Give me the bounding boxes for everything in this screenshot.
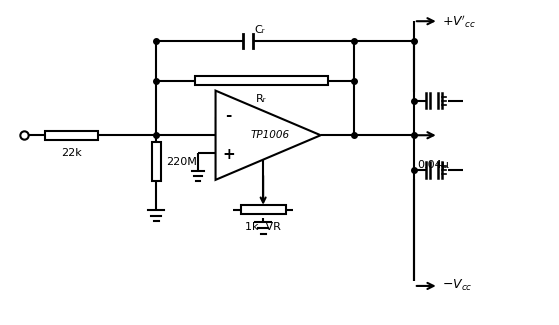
Text: 22k: 22k — [61, 148, 82, 158]
Text: 1k  VR: 1k VR — [245, 223, 281, 232]
Bar — [195, 76, 328, 85]
Bar — [45, 131, 98, 140]
Text: Rᵣ: Rᵣ — [257, 94, 267, 104]
Text: $+V'_{cc}$: $+V'_{cc}$ — [442, 13, 476, 30]
Bar — [240, 205, 286, 214]
Text: $-V_{cc}$: $-V_{cc}$ — [442, 279, 472, 293]
Bar — [151, 142, 160, 181]
Text: +: + — [222, 147, 235, 162]
Text: 220M: 220M — [166, 157, 197, 166]
Polygon shape — [216, 91, 321, 180]
Text: Cᵣ: Cᵣ — [254, 25, 265, 35]
Text: 0.04μ: 0.04μ — [418, 160, 449, 170]
Text: TP1006: TP1006 — [250, 130, 290, 140]
Text: -: - — [225, 108, 231, 123]
